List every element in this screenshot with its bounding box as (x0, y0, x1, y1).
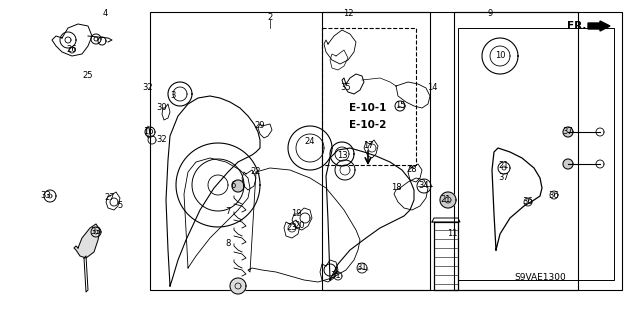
Text: 31: 31 (356, 263, 367, 272)
Polygon shape (74, 224, 100, 258)
Text: 14: 14 (427, 83, 437, 92)
Text: 5: 5 (117, 201, 123, 210)
Text: 3: 3 (170, 92, 176, 100)
Bar (150, 12, 430, 290)
Bar (322, 12, 578, 290)
Text: 25: 25 (83, 71, 93, 80)
Polygon shape (563, 159, 573, 169)
Polygon shape (230, 278, 246, 294)
Text: 37: 37 (499, 174, 509, 182)
Text: 11: 11 (447, 228, 457, 238)
Text: 10: 10 (495, 50, 505, 60)
Text: E-10-2: E-10-2 (349, 120, 387, 130)
Text: 18: 18 (390, 183, 401, 192)
Text: 31: 31 (331, 271, 341, 280)
Text: 27: 27 (105, 194, 115, 203)
Text: 15: 15 (395, 100, 405, 109)
Text: 7: 7 (225, 207, 230, 217)
Bar (454, 12, 622, 290)
Text: 4: 4 (102, 10, 108, 19)
Bar (322, 28, 416, 165)
Text: 20: 20 (295, 221, 305, 231)
Text: 36: 36 (548, 190, 559, 199)
FancyArrow shape (588, 21, 610, 31)
Text: 34: 34 (419, 182, 429, 190)
Bar (458, 28, 614, 280)
Polygon shape (232, 180, 244, 192)
Text: 17: 17 (363, 140, 373, 150)
Polygon shape (440, 192, 456, 208)
Text: 36: 36 (523, 197, 533, 206)
Text: 9: 9 (488, 10, 493, 19)
Text: 2: 2 (268, 12, 273, 21)
Text: 8: 8 (225, 239, 230, 248)
Text: 26: 26 (67, 46, 77, 55)
Text: 19: 19 (291, 210, 301, 219)
Text: S9VAE1300: S9VAE1300 (514, 273, 566, 283)
Text: 21: 21 (441, 196, 451, 204)
Text: FR.: FR. (566, 21, 586, 31)
Text: 37: 37 (563, 128, 573, 137)
Text: 24: 24 (305, 137, 316, 146)
Text: 35: 35 (340, 83, 351, 92)
Text: 1: 1 (333, 268, 339, 277)
Text: 32: 32 (157, 136, 167, 145)
Text: 30: 30 (157, 103, 167, 113)
Text: 16: 16 (143, 128, 154, 137)
Polygon shape (563, 127, 573, 137)
Text: 6: 6 (230, 182, 236, 190)
Text: E-10-1: E-10-1 (349, 103, 387, 113)
Text: 33: 33 (91, 227, 101, 236)
Text: 21: 21 (499, 161, 509, 170)
Text: 13: 13 (337, 151, 348, 160)
Text: 28: 28 (406, 166, 417, 174)
Text: 32: 32 (143, 84, 154, 93)
Text: 23: 23 (287, 224, 298, 233)
Text: 12: 12 (343, 10, 353, 19)
Text: 22: 22 (251, 167, 261, 176)
Text: 29: 29 (255, 122, 265, 130)
Text: 33: 33 (40, 191, 51, 201)
